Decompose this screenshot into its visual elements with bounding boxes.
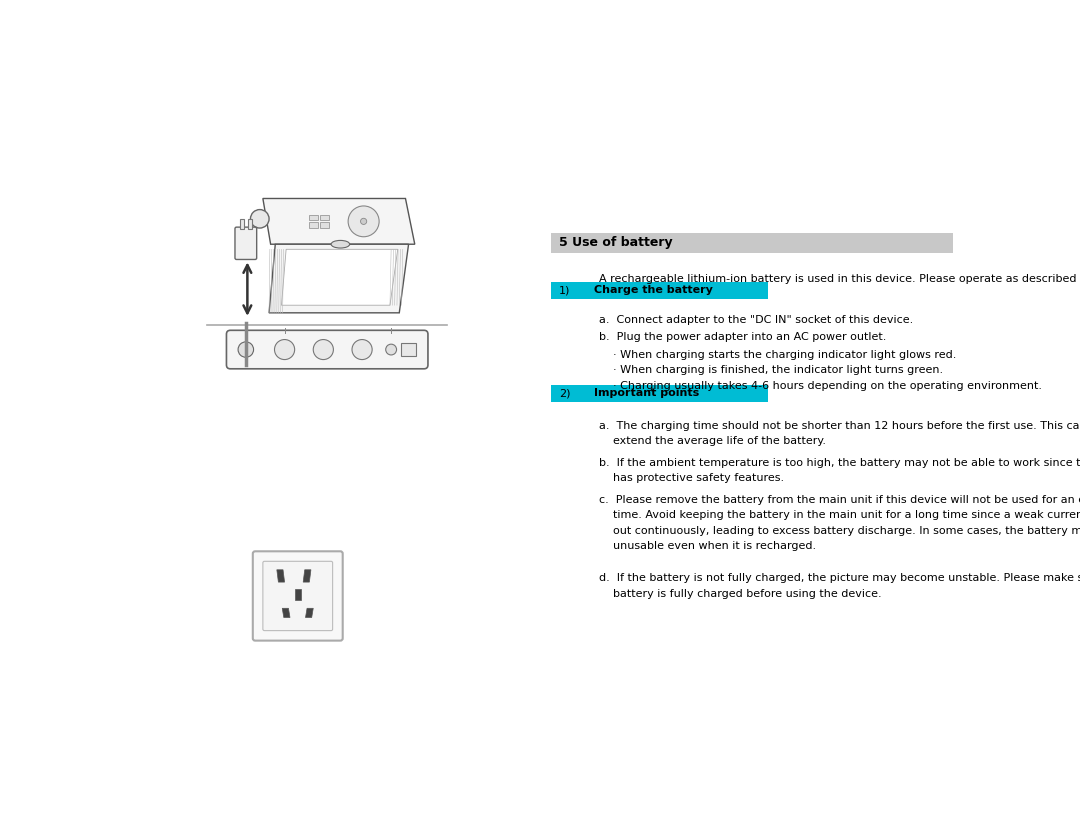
Bar: [551, 233, 953, 253]
Text: battery is fully charged before using the device.: battery is fully charged before using th…: [599, 589, 882, 599]
Polygon shape: [262, 198, 415, 244]
Text: extend the average life of the battery.: extend the average life of the battery.: [599, 436, 826, 446]
Bar: [321, 214, 328, 220]
Bar: [295, 589, 301, 600]
Circle shape: [352, 339, 373, 359]
Text: b.  Plug the power adapter into an AC power outlet.: b. Plug the power adapter into an AC pow…: [599, 332, 887, 342]
Bar: [321, 223, 328, 228]
Text: · When charging starts the charging indicator light glows red.: · When charging starts the charging indi…: [613, 350, 957, 360]
Bar: [551, 385, 768, 402]
Polygon shape: [276, 570, 284, 582]
Text: a.  The charging time should not be shorter than 12 hours before the first use. : a. The charging time should not be short…: [599, 421, 1080, 431]
Bar: [309, 223, 318, 228]
Bar: [248, 219, 252, 229]
Text: 5 Use of battery: 5 Use of battery: [559, 236, 673, 249]
Circle shape: [313, 339, 334, 359]
Circle shape: [386, 344, 396, 355]
Text: · When charging is finished, the indicator light turns green.: · When charging is finished, the indicat…: [613, 365, 943, 375]
Bar: [401, 344, 416, 356]
Text: b.  If the ambient temperature is too high, the battery may not be able to work : b. If the ambient temperature is too hig…: [599, 458, 1080, 468]
Circle shape: [348, 206, 379, 237]
Text: c.  Please remove the battery from the main unit if this device will not be used: c. Please remove the battery from the ma…: [599, 495, 1080, 505]
Bar: [240, 219, 243, 229]
Circle shape: [274, 339, 295, 359]
FancyBboxPatch shape: [235, 227, 257, 259]
Text: out continuously, leading to excess battery discharge. In some cases, the batter: out continuously, leading to excess batt…: [599, 525, 1080, 535]
Bar: [309, 214, 318, 220]
Text: 2): 2): [559, 389, 570, 399]
Text: d.  If the battery is not fully charged, the picture may become unstable. Please: d. If the battery is not fully charged, …: [599, 573, 1080, 583]
Text: 1): 1): [559, 285, 570, 295]
Text: unusable even when it is recharged.: unusable even when it is recharged.: [599, 541, 816, 551]
Text: a.  Connect adapter to the "DC IN" socket of this device.: a. Connect adapter to the "DC IN" socket…: [599, 315, 914, 325]
Text: Important points: Important points: [594, 389, 699, 399]
Text: has protective safety features.: has protective safety features.: [599, 473, 784, 483]
Ellipse shape: [332, 240, 350, 248]
Text: Charge the battery: Charge the battery: [594, 285, 713, 295]
Polygon shape: [282, 249, 397, 305]
Polygon shape: [269, 244, 408, 313]
Text: time. Avoid keeping the battery in the main unit for a long time since a weak cu: time. Avoid keeping the battery in the m…: [599, 510, 1080, 520]
Text: A rechargeable lithium-ion battery is used in this device. Please operate as des: A rechargeable lithium-ion battery is us…: [599, 274, 1080, 284]
Circle shape: [238, 342, 254, 357]
FancyBboxPatch shape: [262, 561, 333, 631]
Circle shape: [251, 209, 269, 228]
Polygon shape: [303, 570, 311, 582]
Circle shape: [361, 219, 367, 224]
FancyBboxPatch shape: [253, 551, 342, 641]
FancyBboxPatch shape: [227, 330, 428, 369]
Polygon shape: [306, 608, 313, 617]
Bar: [551, 282, 768, 299]
Text: · Charging usually takes 4-6 hours depending on the operating environment.: · Charging usually takes 4-6 hours depen…: [613, 381, 1042, 391]
Polygon shape: [282, 608, 291, 617]
